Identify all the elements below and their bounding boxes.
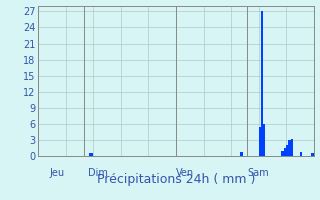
Bar bbox=[288, 140, 291, 156]
Bar bbox=[259, 127, 261, 156]
X-axis label: Précipitations 24h ( mm ): Précipitations 24h ( mm ) bbox=[97, 173, 255, 186]
Text: Dim: Dim bbox=[88, 168, 108, 178]
Bar bbox=[291, 139, 293, 156]
Bar bbox=[286, 145, 288, 156]
Bar bbox=[282, 151, 284, 156]
Bar bbox=[284, 148, 286, 156]
Text: Jeu: Jeu bbox=[49, 168, 65, 178]
Bar bbox=[263, 124, 266, 156]
Bar bbox=[91, 153, 93, 156]
Bar bbox=[89, 153, 91, 156]
Text: Sam: Sam bbox=[248, 168, 269, 178]
Bar bbox=[311, 153, 314, 156]
Text: Ven: Ven bbox=[176, 168, 194, 178]
Bar bbox=[261, 11, 263, 156]
Bar bbox=[240, 152, 243, 156]
Bar bbox=[300, 152, 302, 156]
